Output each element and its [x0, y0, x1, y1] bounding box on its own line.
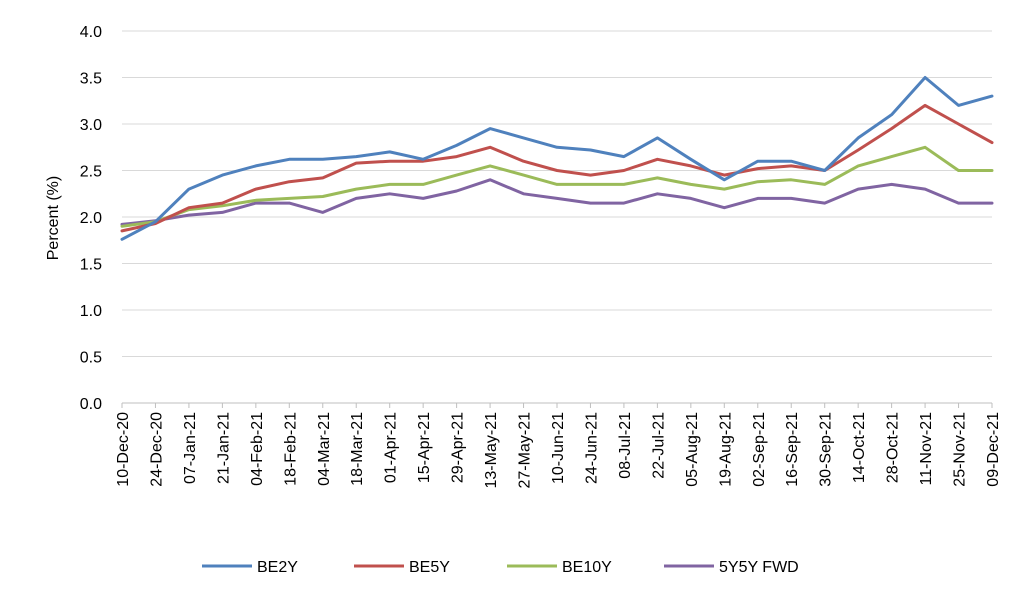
x-tick-label: 01-Apr-21 — [383, 412, 400, 483]
legend-item: BE10Y — [507, 559, 612, 576]
tick-labels: 0.0 0.5 1.0 1.5 2.0 2.5 3.0 3.5 4.0 10-Dec-20 24-D… — [80, 24, 1002, 488]
x-tick-label: 25-Nov-21 — [952, 412, 969, 487]
x-tick-label: 14-Oct-21 — [851, 412, 868, 483]
series-line-be10y — [120, 145, 994, 228]
x-tick-label: 02-Sep-21 — [751, 412, 768, 487]
x-tick-label: 10-Dec-20 — [115, 412, 132, 487]
y-tick-label: 0.0 — [80, 396, 102, 413]
x-tick-label: 08-Jul-21 — [617, 412, 634, 479]
x-tick-label: 19-Aug-21 — [717, 412, 734, 487]
x-tick-label: 22-Jul-21 — [650, 412, 667, 479]
legend-label: BE2Y — [257, 559, 298, 576]
series-lines — [120, 76, 994, 241]
x-tick-label: 24-Dec-20 — [148, 412, 165, 487]
series-line-be2y — [120, 76, 994, 241]
y-tick-label: 3.0 — [80, 117, 102, 134]
legend-label: 5Y5Y FWD — [719, 559, 799, 576]
legend-item: 5Y5Y FWD — [664, 559, 799, 576]
x-tick-label: 10-Jun-21 — [550, 412, 567, 484]
x-tick-label: 28-Oct-21 — [885, 412, 902, 483]
y-tick-label: 1.0 — [80, 303, 102, 320]
y-tick-label: 1.5 — [80, 257, 102, 274]
x-tick-label: 30-Sep-21 — [818, 412, 835, 487]
x-tick-label: 04-Mar-21 — [316, 412, 333, 486]
x-tick-label: 09-Dec-21 — [985, 412, 1002, 487]
legend-item: BE5Y — [354, 559, 450, 576]
x-tick-label: 04-Feb-21 — [249, 412, 266, 486]
x-tick-label: 11-Nov-21 — [918, 412, 935, 486]
gridlines — [122, 30, 992, 357]
y-axis-title: Percent (%) — [45, 176, 62, 260]
legend-item: BE2Y — [202, 559, 298, 576]
series-line-5y5y-fwd — [120, 178, 994, 226]
legend: BE2Y BE5Y BE10Y 5Y5Y FWD — [202, 559, 799, 576]
x-tick-label: 29-Apr-21 — [450, 412, 467, 483]
axes — [121, 402, 993, 408]
y-tick-label: 3.5 — [80, 71, 102, 88]
y-tick-label: 2.5 — [80, 164, 102, 181]
x-tick-label: 07-Jan-21 — [182, 412, 199, 484]
legend-label: BE5Y — [409, 559, 450, 576]
series-line-be5y — [120, 103, 994, 233]
y-tick-label: 4.0 — [80, 24, 102, 41]
x-tick-label: 21-Jan-21 — [215, 412, 232, 484]
x-tick-label: 05-Aug-21 — [684, 412, 701, 487]
x-tick-label: 16-Sep-21 — [784, 412, 801, 487]
x-tick-label: 18-Mar-21 — [349, 412, 366, 486]
x-tick-label: 15-Apr-21 — [416, 412, 433, 483]
y-tick-label: 2.0 — [80, 210, 102, 227]
x-tick-label: 13-May-21 — [483, 412, 500, 489]
y-tick-label: 0.5 — [80, 350, 102, 367]
x-tick-label: 27-May-21 — [517, 412, 534, 489]
x-tick-label: 24-Jun-21 — [583, 412, 600, 484]
legend-label: BE10Y — [562, 559, 612, 576]
x-tick-label: 18-Feb-21 — [282, 412, 299, 486]
